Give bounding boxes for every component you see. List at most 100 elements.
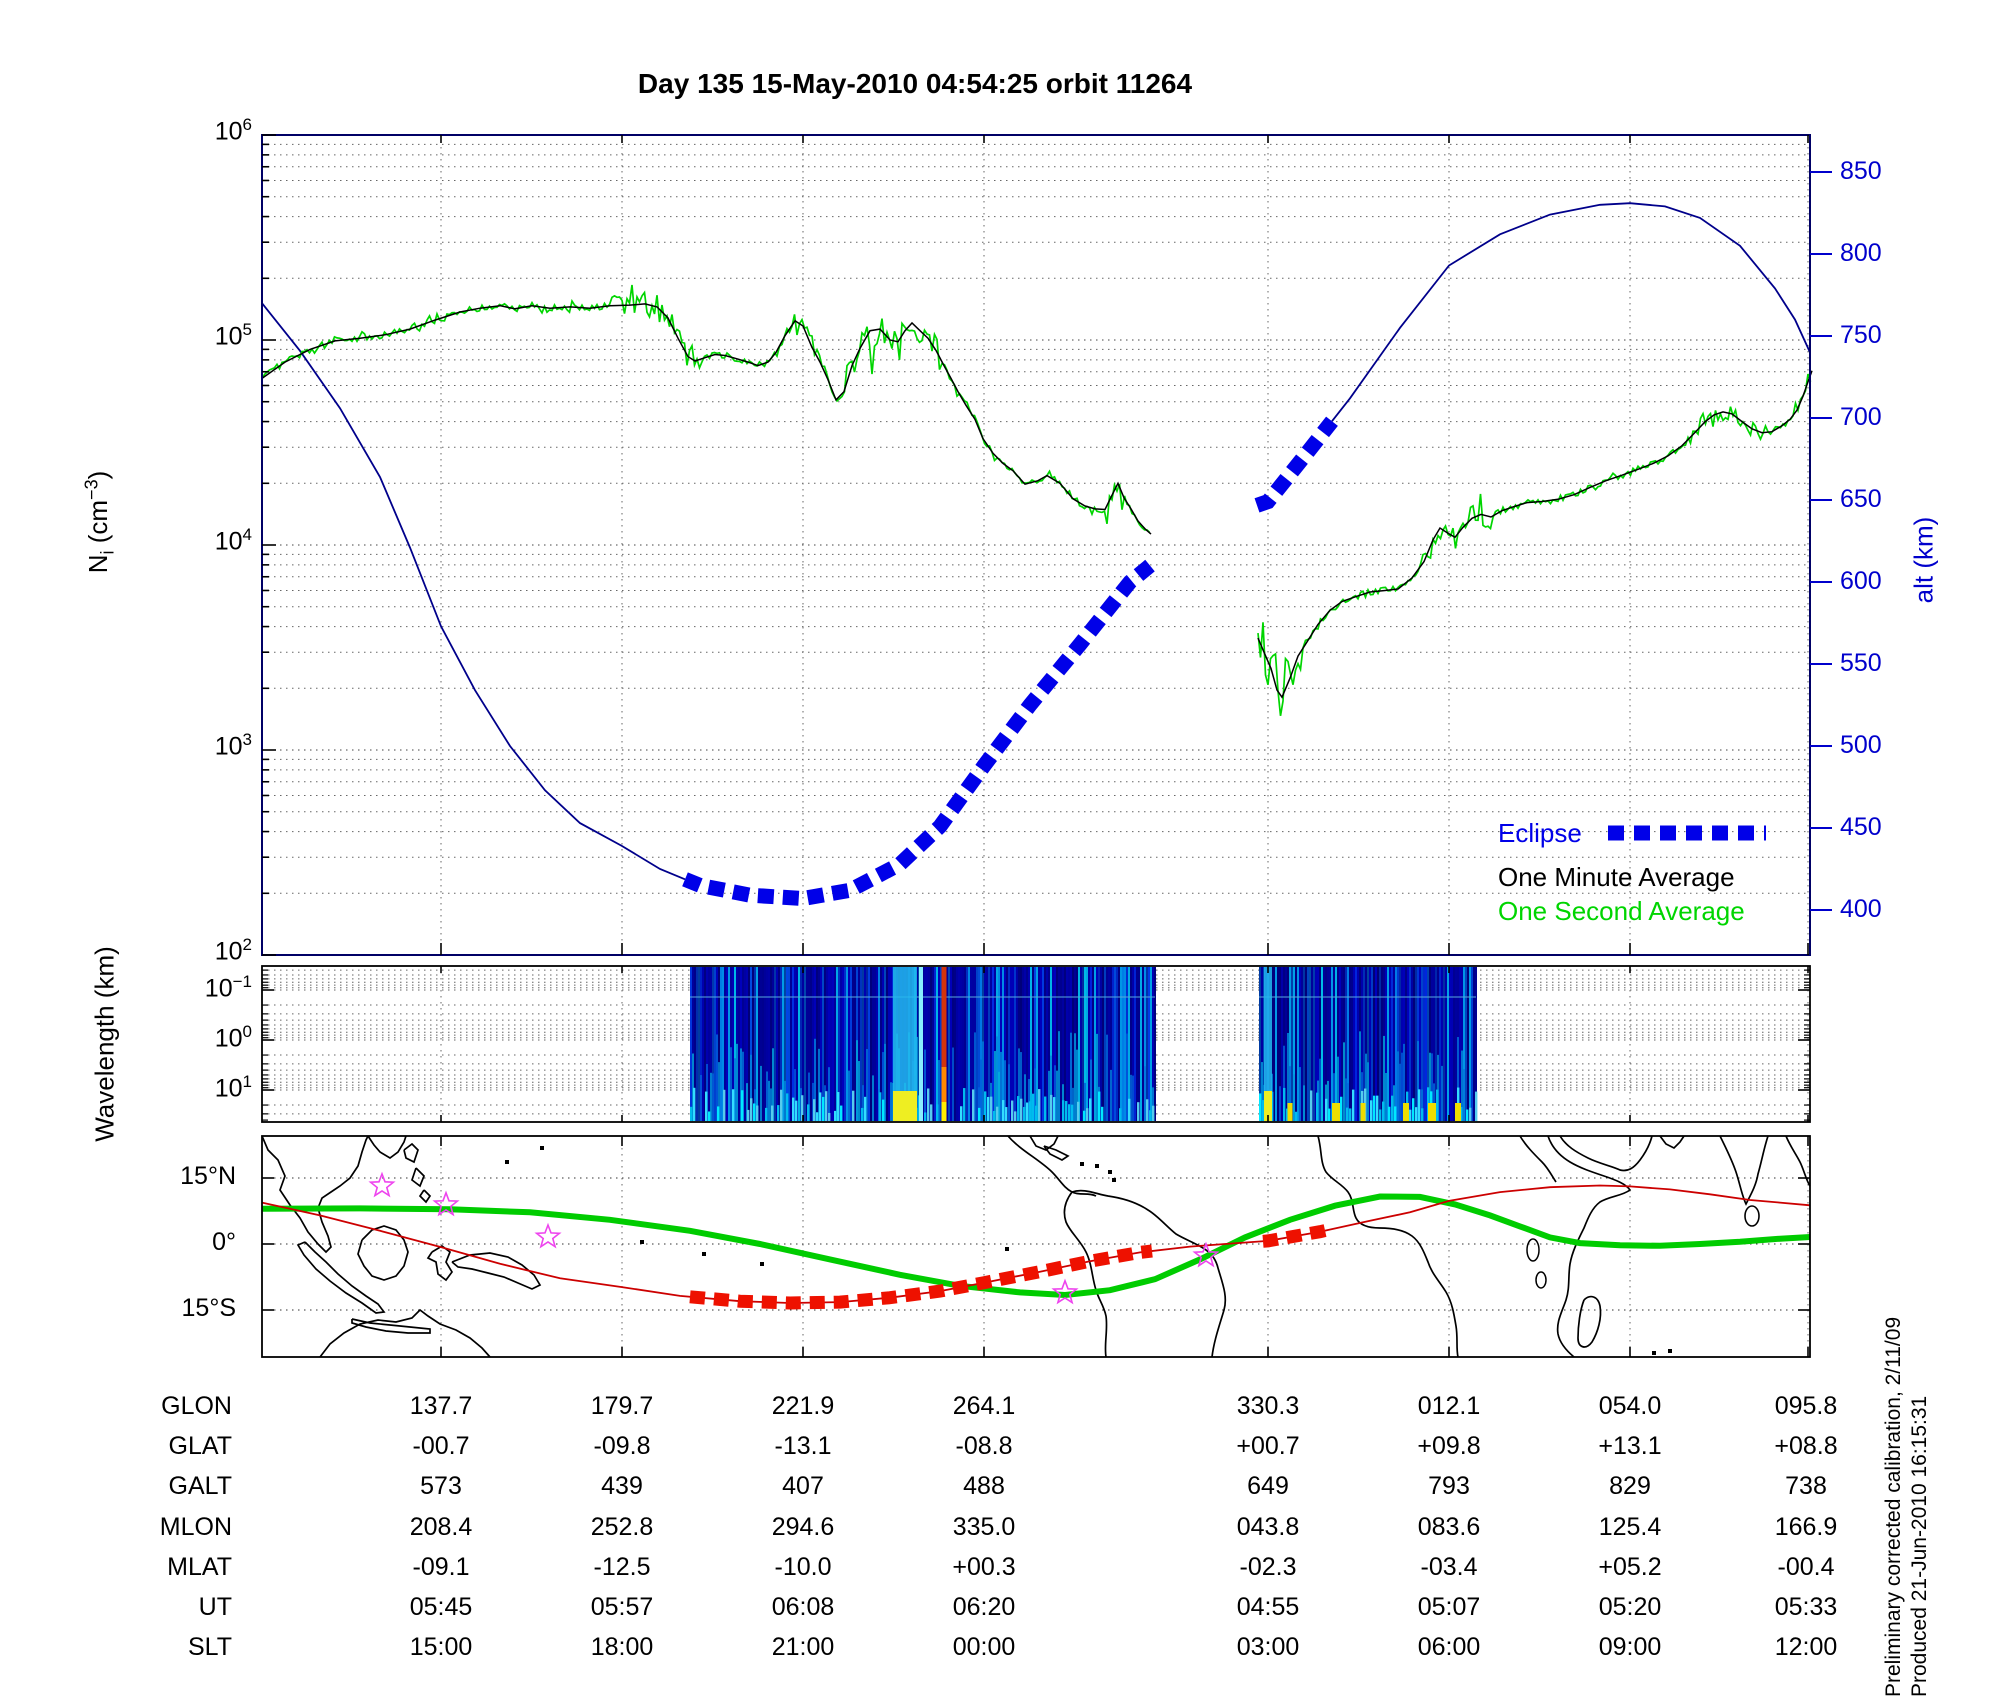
- alt-tick-600: 600: [1840, 567, 1882, 595]
- table-row-label-UT: UT: [198, 1593, 232, 1621]
- table-cell-SLT-2: 21:00: [771, 1633, 835, 1661]
- table-cell-MLON-1: 252.8: [590, 1513, 654, 1541]
- page-title: Day 135 15-May-2010 04:54:25 orbit 11264: [637, 68, 1193, 99]
- table-cell-GALT-3: 488: [963, 1472, 1005, 1500]
- table-cell-UT-6: 05:20: [1598, 1593, 1662, 1621]
- table-cell-SLT-3: 00:00: [952, 1633, 1016, 1661]
- alt-tick-800: 800: [1840, 239, 1882, 267]
- table-cell-SLT-7: 12:00: [1774, 1633, 1838, 1661]
- legend-one-minute-label: One Minute Average: [1498, 862, 1735, 892]
- map-lat-label-1: 0°: [212, 1228, 236, 1256]
- density-tick-10e6: 106: [214, 115, 252, 146]
- axis-ticks: [262, 134, 1832, 1357]
- table-cell-MLON-2: 294.6: [771, 1513, 835, 1541]
- table-cell-SLT-5: 06:00: [1417, 1633, 1481, 1661]
- table-cell-MLAT-3: +00.3: [952, 1553, 1016, 1581]
- table-cell-GLON-5: 012.1: [1417, 1392, 1481, 1420]
- wavelength-spectrogram: [690, 967, 1478, 1121]
- table-cell-GLON-0: 137.7: [409, 1392, 473, 1420]
- table-cell-MLON-7: 166.9: [1774, 1513, 1838, 1541]
- table-cell-GALT-7: 738: [1785, 1472, 1827, 1500]
- table-cell-GLAT-5: +09.8: [1417, 1432, 1481, 1460]
- table-cell-MLAT-6: +05.2: [1598, 1553, 1662, 1581]
- table-cell-MLAT-0: -09.1: [412, 1553, 470, 1581]
- table-cell-MLAT-7: -00.4: [1777, 1553, 1835, 1581]
- table-cell-GLAT-0: -00.7: [412, 1432, 470, 1460]
- table-cell-UT-2: 06:08: [771, 1593, 835, 1621]
- table-row-label-SLT: SLT: [188, 1633, 232, 1661]
- density-tick-10e2: 102: [214, 935, 252, 966]
- table-cell-GLAT-7: +08.8: [1774, 1432, 1838, 1460]
- table-cell-UT-4: 04:55: [1236, 1593, 1300, 1621]
- table-cell-GLON-2: 221.9: [771, 1392, 835, 1420]
- table-cell-GALT-0: 573: [420, 1472, 462, 1500]
- table-cell-GLON-7: 095.8: [1774, 1392, 1838, 1420]
- world-map: [261, 1135, 1811, 1358]
- table-cell-SLT-1: 18:00: [590, 1633, 654, 1661]
- alt-axis-label: alt (km): [1908, 516, 1939, 604]
- table-cell-UT-0: 05:45: [409, 1593, 473, 1621]
- density-axis-label: Ni (cm−3): [81, 470, 118, 574]
- panel-frames: [261, 134, 1811, 1358]
- wavelength-tick-10e1: 101: [214, 1072, 252, 1103]
- alt-tick-500: 500: [1840, 731, 1882, 759]
- map-lat-label-0: 15°N: [180, 1162, 236, 1190]
- legend-one-second-label: One Second Average: [1498, 896, 1745, 926]
- table-row-label-MLAT: MLAT: [167, 1553, 232, 1581]
- table-cell-GALT-6: 829: [1609, 1472, 1651, 1500]
- gridlines: [262, 135, 1810, 1357]
- table-cell-GLAT-6: +13.1: [1598, 1432, 1662, 1460]
- table-cell-UT-7: 05:33: [1774, 1593, 1838, 1621]
- table-cell-GLON-1: 179.7: [590, 1392, 654, 1420]
- alt-tick-450: 450: [1840, 813, 1882, 841]
- table-cell-GALT-2: 407: [782, 1472, 824, 1500]
- density-altitude-plot: [261, 202, 1813, 907]
- table-cell-GLAT-3: -08.8: [955, 1432, 1013, 1460]
- table-cell-UT-1: 05:57: [590, 1593, 654, 1621]
- table-row-label-GLON: GLON: [161, 1392, 232, 1420]
- map-lat-label-2: 15°S: [181, 1294, 236, 1322]
- table-cell-UT-5: 05:07: [1417, 1593, 1481, 1621]
- table-cell-MLAT-4: -02.3: [1239, 1553, 1297, 1581]
- wavelength-tick-10e0: 100: [214, 1022, 252, 1053]
- table-cell-MLAT-5: -03.4: [1420, 1553, 1478, 1581]
- table-cell-MLON-4: 043.8: [1236, 1513, 1300, 1541]
- table-cell-MLAT-1: -12.5: [593, 1553, 651, 1581]
- wavelength-tick-10e-1: 10−1: [204, 972, 252, 1003]
- table-cell-GLAT-1: -09.8: [593, 1432, 651, 1460]
- table-cell-SLT-4: 03:00: [1236, 1633, 1300, 1661]
- table-cell-SLT-0: 15:00: [409, 1633, 473, 1661]
- table-cell-MLON-6: 125.4: [1598, 1513, 1662, 1541]
- table-cell-GLAT-2: -13.1: [774, 1432, 832, 1460]
- table-cell-GALT-4: 649: [1247, 1472, 1289, 1500]
- table-cell-UT-3: 06:20: [952, 1593, 1016, 1621]
- table-cell-GLON-4: 330.3: [1236, 1392, 1300, 1420]
- density-tick-10e4: 104: [214, 525, 252, 556]
- table-cell-GALT-5: 793: [1428, 1472, 1470, 1500]
- wavelength-axis-label: Wavelength (km): [89, 946, 120, 1142]
- table-cell-MLAT-2: -10.0: [774, 1553, 832, 1581]
- legend-eclipse-label: Eclipse: [1498, 818, 1582, 848]
- alt-tick-550: 550: [1840, 649, 1882, 677]
- table-cell-GLON-6: 054.0: [1598, 1392, 1662, 1420]
- alt-tick-750: 750: [1840, 321, 1882, 349]
- density-tick-10e3: 103: [214, 730, 252, 761]
- table-cell-MLON-0: 208.4: [409, 1513, 473, 1541]
- side-note-produced: Produced 21-Jun-2010 16:15:31: [1908, 1395, 1931, 1697]
- table-row-label-GALT: GALT: [168, 1472, 232, 1500]
- side-note-calibration: Preliminary corrected calibration, 2/11/…: [1882, 1316, 1905, 1697]
- alt-tick-850: 850: [1840, 157, 1882, 185]
- table-cell-MLON-3: 335.0: [952, 1513, 1016, 1541]
- table-cell-MLON-5: 083.6: [1417, 1513, 1481, 1541]
- table-cell-GLAT-4: +00.7: [1236, 1432, 1300, 1460]
- density-tick-10e5: 105: [214, 320, 252, 351]
- table-cell-GALT-1: 439: [601, 1472, 643, 1500]
- table-row-label-MLON: MLON: [159, 1513, 232, 1541]
- alt-tick-700: 700: [1840, 403, 1882, 431]
- alt-tick-650: 650: [1840, 485, 1882, 513]
- table-cell-SLT-6: 09:00: [1598, 1633, 1662, 1661]
- table-row-label-GLAT: GLAT: [168, 1432, 232, 1460]
- table-cell-GLON-3: 264.1: [952, 1392, 1016, 1420]
